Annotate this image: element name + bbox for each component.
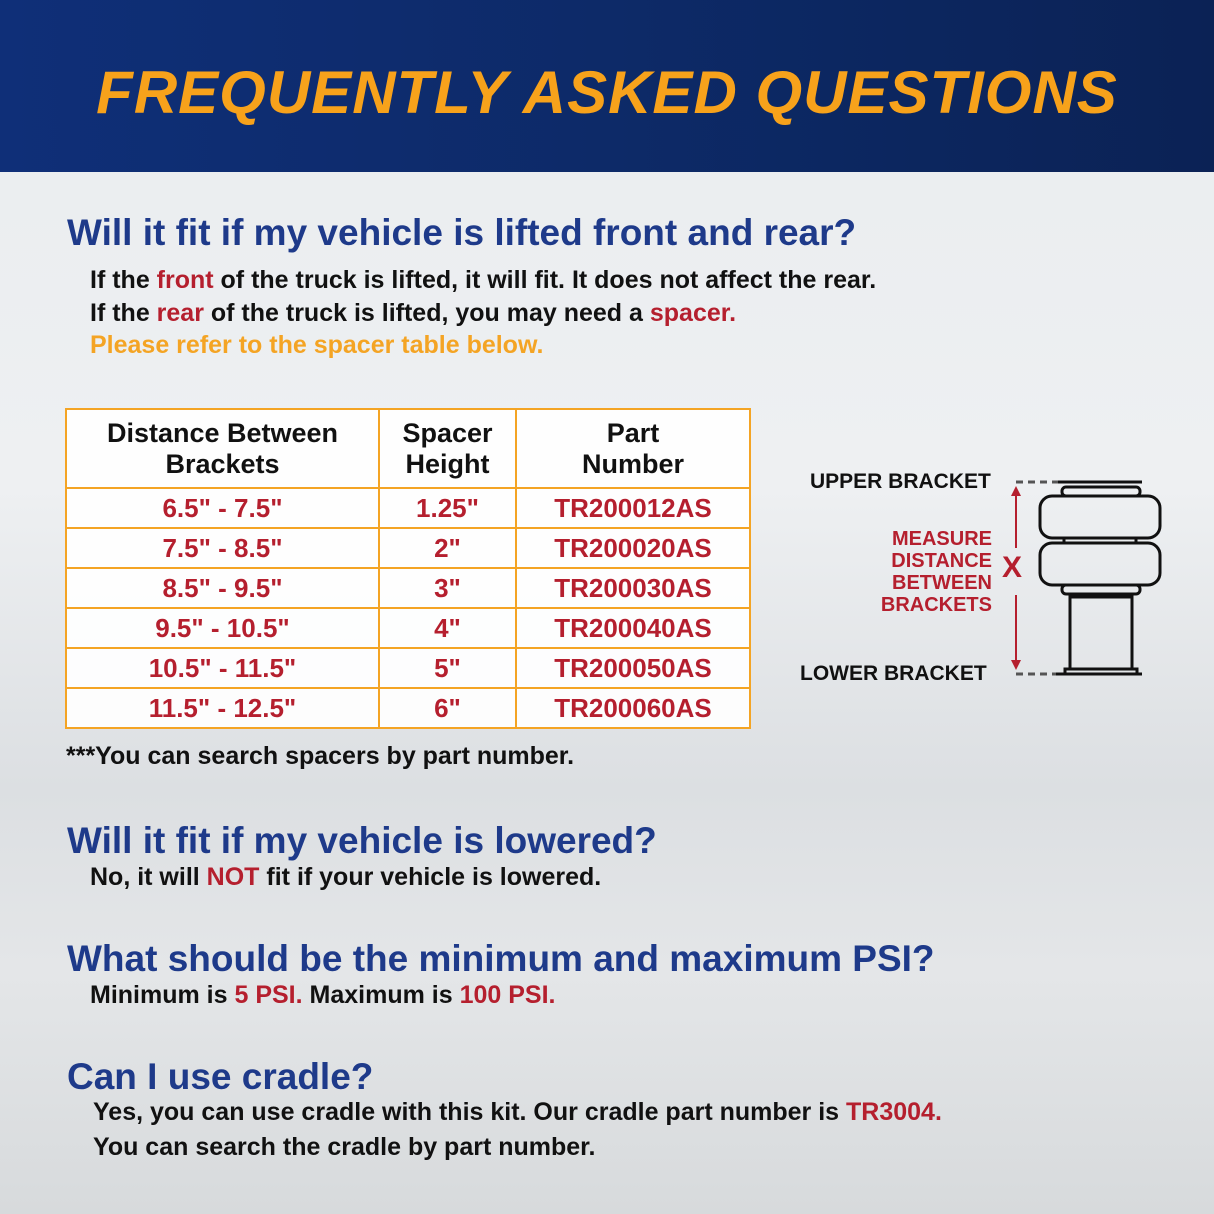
- cell: TR200030AS: [515, 567, 751, 609]
- upper-bracket-label: UPPER BRACKET: [810, 470, 991, 493]
- header-banner: FREQUENTLY ASKED QUESTIONS: [0, 0, 1214, 172]
- text: If the: [90, 266, 157, 294]
- text: Maximum is: [302, 981, 460, 1009]
- air-bag-icon: [1011, 480, 1162, 676]
- table-reference: Please refer to the spacer table below.: [90, 331, 544, 359]
- cell: 11.5" - 12.5": [65, 687, 380, 729]
- header-spacer-height: Spacer Height: [378, 408, 517, 489]
- question-cradle: Can I use cradle?: [67, 1056, 374, 1097]
- highlight: rear: [156, 299, 204, 327]
- text: Minimum is: [90, 981, 235, 1009]
- text: fit if your vehicle is lowered.: [259, 863, 602, 891]
- question-psi: What should be the minimum and maximum P…: [67, 938, 935, 979]
- question-lifted: Will it fit if my vehicle is lifted fron…: [67, 212, 857, 253]
- table-row: 10.5" - 11.5" 5" TR200050AS: [65, 647, 751, 689]
- table-row: 6.5" - 7.5" 1.25" TR200012AS: [65, 487, 751, 529]
- answer-cradle-search: You can search the cradle by part number…: [93, 1133, 596, 1161]
- highlight: 100 PSI.: [459, 981, 556, 1009]
- cell: 6.5" - 7.5": [65, 487, 380, 529]
- cell: 6": [378, 687, 517, 729]
- text: of the truck is lifted, it will fit. It …: [213, 266, 877, 294]
- answer-lowered: No, it will NOT fit if your vehicle is l…: [90, 863, 601, 892]
- highlight: NOT: [206, 863, 260, 891]
- cell: TR200050AS: [515, 647, 751, 689]
- highlight: TR3004.: [846, 1098, 942, 1126]
- header-distance: Distance Between Brackets: [65, 408, 380, 489]
- table-note: ***You can search spacers by part number…: [66, 742, 575, 770]
- cell: 3": [378, 567, 517, 609]
- answer-line-rear: If the rear of the truck is lifted, you …: [90, 299, 736, 328]
- highlight: front: [156, 266, 214, 294]
- page-title: FREQUENTLY ASKED QUESTIONS: [96, 59, 1118, 126]
- cell: 4": [378, 607, 517, 649]
- cell: 9.5" - 10.5": [65, 607, 380, 649]
- text: of the truck is lifted, you may need a: [203, 299, 650, 327]
- answer-cradle: Yes, you can use cradle with this kit. O…: [93, 1098, 942, 1127]
- cell: 7.5" - 8.5": [65, 527, 380, 569]
- measure-label: MEASURE DISTANCE BETWEEN BRACKETS: [880, 528, 992, 616]
- cell: 10.5" - 11.5": [65, 647, 380, 689]
- cell: 5": [378, 647, 517, 689]
- cell: 2": [378, 527, 517, 569]
- answer-line-front: If the front of the truck is lifted, it …: [90, 266, 876, 295]
- cell: TR200020AS: [515, 527, 751, 569]
- lower-bracket-label: LOWER BRACKET: [800, 662, 987, 685]
- header-part-number: Part Number: [515, 408, 751, 489]
- table-header-row: Distance Between Brackets Spacer Height Pa…: [65, 408, 751, 489]
- question-lowered: Will it fit if my vehicle is lowered?: [67, 820, 657, 861]
- text: Yes, you can use cradle with this kit. O…: [93, 1098, 847, 1126]
- x-label: X: [1002, 551, 1023, 584]
- cell: TR200012AS: [515, 487, 751, 529]
- highlight: 5 PSI.: [234, 981, 303, 1009]
- bracket-diagram: UPPER BRACKET LOWER BRACKET MEASURE DISTA…: [790, 460, 1180, 690]
- cell: 1.25": [378, 487, 517, 529]
- answer-psi: Minimum is 5 PSI. Maximum is 100 PSI.: [90, 981, 555, 1010]
- table-row: 7.5" - 8.5" 2" TR200020AS: [65, 527, 751, 569]
- spacer-table: Distance Between Brackets Spacer Height Pa…: [65, 408, 751, 729]
- text: If the: [90, 299, 157, 327]
- table-row: 8.5" - 9.5" 3" TR200030AS: [65, 567, 751, 609]
- cell: TR200040AS: [515, 607, 751, 649]
- cell: TR200060AS: [515, 687, 751, 729]
- text: No, it will: [90, 863, 207, 891]
- table-row: 9.5" - 10.5" 4" TR200040AS: [65, 607, 751, 649]
- highlight: spacer.: [649, 299, 737, 327]
- table-row: 11.5" - 12.5" 6" TR200060AS: [65, 687, 751, 729]
- cell: 8.5" - 9.5": [65, 567, 380, 609]
